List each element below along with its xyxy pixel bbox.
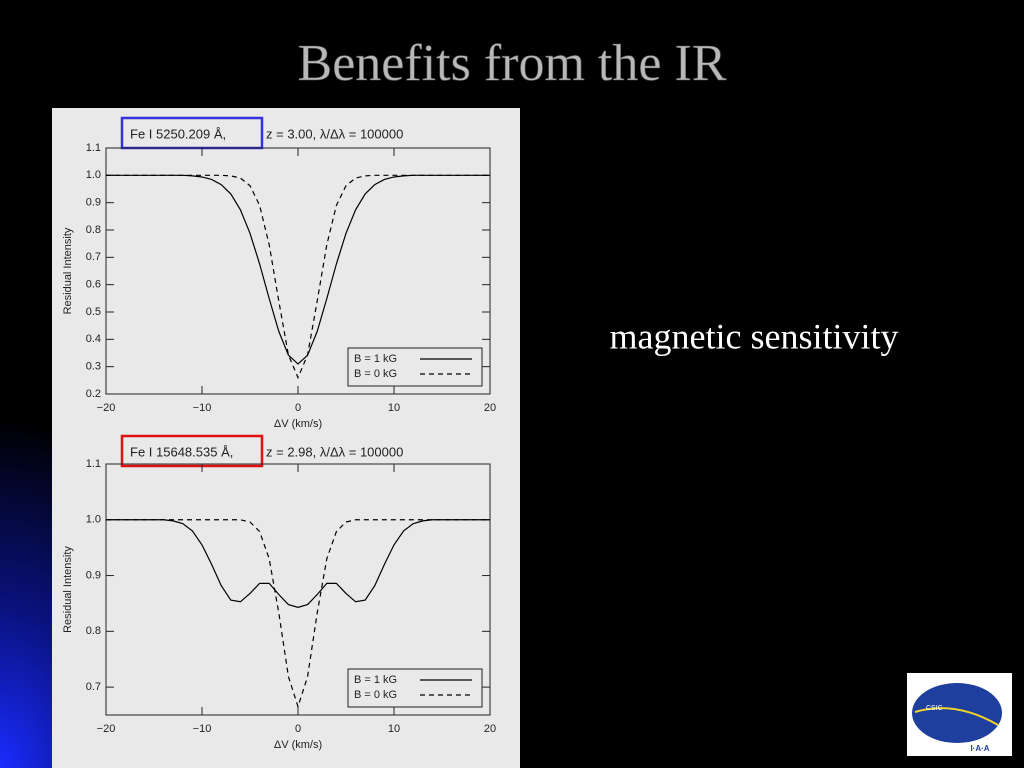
x-tick-label: −10 — [193, 402, 212, 414]
x-axis-label: ΔV (km/s) — [274, 739, 322, 751]
x-axis-label: ΔV (km/s) — [274, 418, 322, 430]
x-tick-label: 20 — [484, 723, 496, 735]
y-axis-label: Residual Intensity — [62, 546, 74, 633]
x-tick-label: 10 — [388, 402, 400, 414]
x-tick-label: 0 — [295, 723, 301, 735]
y-tick-label: 0.9 — [86, 569, 101, 581]
chart-subtitle: z = 3.00, λ/Δλ = 100000 — [266, 126, 403, 141]
y-tick-label: 0.2 — [86, 388, 101, 400]
logo-name: I·A·A — [970, 744, 989, 753]
logo-ellipse — [912, 683, 1002, 743]
chart-title: Fe I 15648.535 Å, — [130, 444, 233, 459]
line-series — [106, 519, 490, 608]
logo-org: CSIC — [926, 705, 943, 712]
y-tick-label: 0.7 — [86, 251, 101, 263]
x-tick-label: 0 — [295, 402, 301, 414]
title-highlight — [120, 434, 264, 468]
legend-box — [347, 347, 483, 387]
line-series — [106, 174, 490, 380]
x-tick-label: 20 — [484, 402, 496, 414]
y-tick-label: 0.5 — [86, 306, 101, 318]
y-tick-label: 1.1 — [86, 458, 101, 470]
legend-label: B = 1 kG — [354, 674, 397, 686]
y-tick-label: 0.9 — [86, 197, 101, 209]
charts: Fe I 5250.209 Å, z = 3.00, λ/Δλ = 100000 0… — [62, 116, 496, 751]
x-tick-label: −20 — [97, 723, 116, 735]
slide-text: magnetic sensitivity — [610, 316, 899, 356]
chart-title: Fe I 5250.209 Å, — [130, 126, 226, 141]
y-axis-label: Residual Intensity — [62, 227, 74, 314]
logo-orbit — [914, 707, 999, 726]
y-tick-label: 0.8 — [86, 224, 101, 236]
logo: CSIC I·A·A — [907, 673, 1012, 756]
legend-label: B = 0 kG — [354, 689, 397, 701]
y-tick-label: 0.3 — [86, 361, 101, 373]
y-tick-label: 0.4 — [86, 333, 101, 345]
legend-box — [347, 668, 483, 708]
y-tick-label: 0.8 — [86, 625, 101, 637]
chart-panel — [52, 108, 520, 768]
y-tick-label: 1.0 — [86, 169, 101, 181]
y-tick-label: 1.0 — [86, 514, 101, 526]
x-tick-label: 10 — [388, 723, 400, 735]
chart-subtitle: z = 2.98, λ/Δλ = 100000 — [266, 444, 403, 459]
legend-label: B = 0 kG — [354, 368, 397, 380]
line-series — [106, 519, 490, 709]
y-tick-label: 1.1 — [86, 142, 101, 154]
y-tick-label: 0.6 — [86, 279, 101, 291]
legend-label: B = 1 kG — [354, 353, 397, 365]
slide-title: Benefits from the IR — [298, 35, 727, 92]
y-tick-label: 0.7 — [86, 681, 101, 693]
x-tick-label: −20 — [97, 402, 116, 414]
x-tick-label: −10 — [193, 723, 212, 735]
